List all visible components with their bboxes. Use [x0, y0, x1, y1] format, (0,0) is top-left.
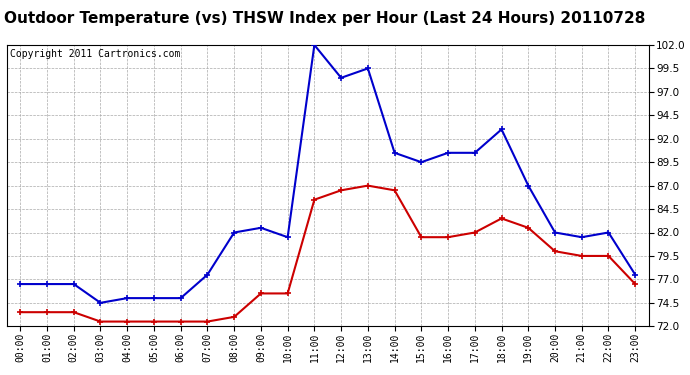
Text: Outdoor Temperature (vs) THSW Index per Hour (Last 24 Hours) 20110728: Outdoor Temperature (vs) THSW Index per … [3, 11, 645, 26]
Text: Copyright 2011 Cartronics.com: Copyright 2011 Cartronics.com [10, 49, 181, 59]
